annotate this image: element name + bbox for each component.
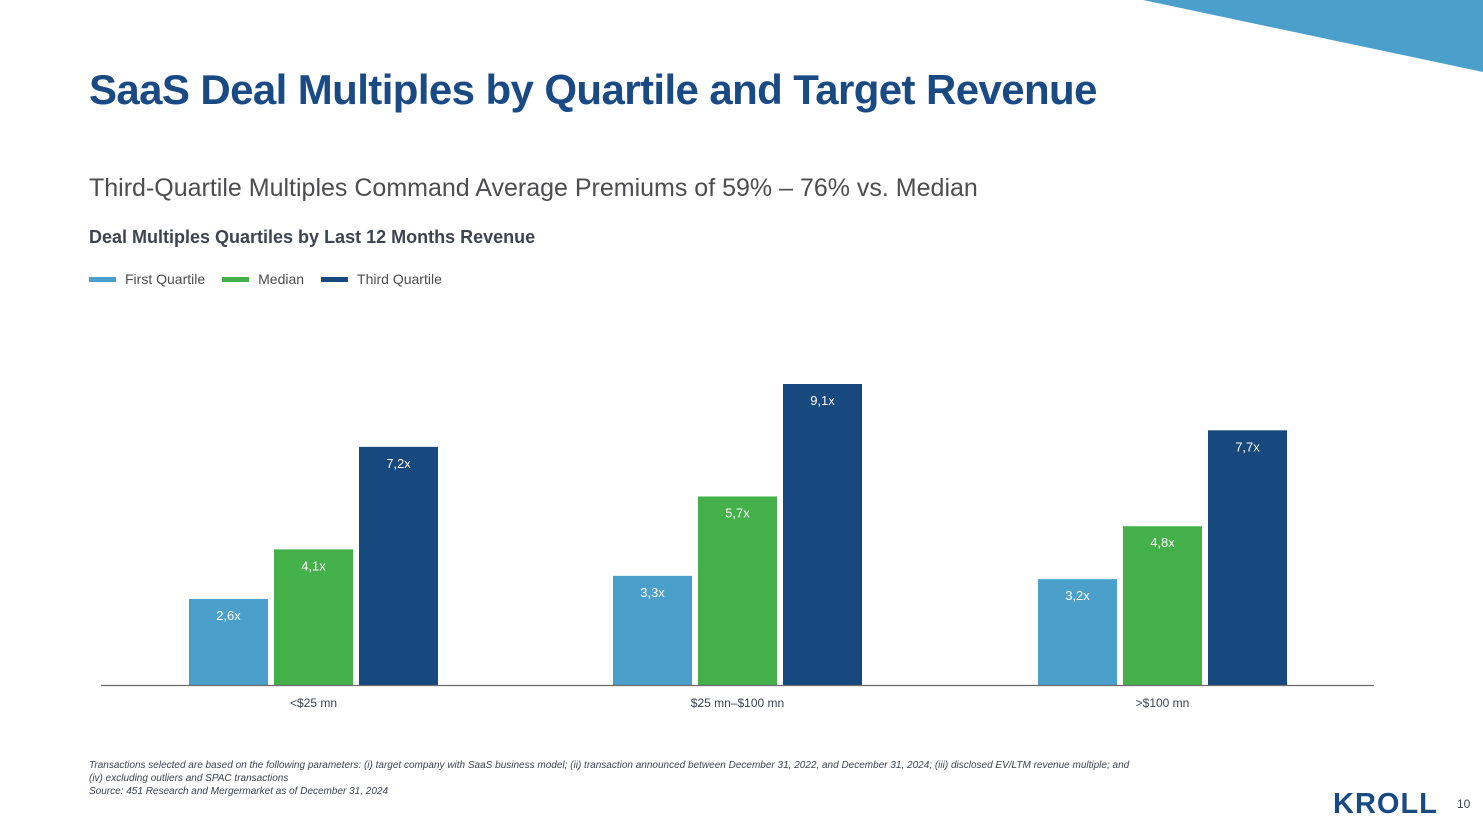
legend-item-median: Median [222, 271, 304, 287]
footnote-line-1: Transactions selected are based on the f… [89, 760, 1130, 771]
legend-swatch-third-quartile [321, 276, 349, 282]
legend-swatch-first-quartile [89, 276, 116, 282]
data-label-first-quartile-1: 3,3x [640, 585, 665, 600]
kroll-logo: KROLL [1333, 788, 1438, 820]
footnote-line-2: (iv) excluding outliers and SPAC transac… [89, 773, 289, 784]
x-tick-label-0: <$25 mn [290, 696, 337, 710]
page-title: SaaS Deal Multiples by Quartile and Targ… [89, 66, 1097, 113]
legend-label-third-quartile: Third Quartile [357, 271, 442, 287]
bar-median-0 [274, 549, 353, 685]
legend-item-first-quartile: First Quartile [89, 271, 205, 287]
data-label-median-2: 4,8x [1150, 535, 1175, 550]
bar-median-1 [698, 496, 777, 685]
footnote: Transactions selected are based on the f… [89, 759, 1269, 798]
data-label-third-quartile-2: 7,7x [1235, 439, 1260, 454]
x-tick-label-2: >$100 mn [1136, 696, 1190, 710]
data-label-first-quartile-0: 2,6x [216, 608, 241, 623]
x-tick-label-1: $25 mn–$100 mn [691, 696, 784, 710]
bar-third-quartile-0 [359, 446, 438, 685]
page-subtitle: Third-Quartile Multiples Command Average… [89, 174, 978, 202]
bar-first-quartile-0 [189, 599, 268, 685]
bar-median-2 [1123, 526, 1202, 685]
bar-third-quartile-2 [1208, 430, 1287, 685]
page-number: 10 [1457, 797, 1471, 811]
legend-swatch-median [222, 276, 250, 282]
data-label-third-quartile-0: 7,2x [386, 456, 411, 471]
legend-label-first-quartile: First Quartile [125, 271, 206, 287]
bar-chart: 2,6x 4,1x 7,2x <$25 mn 3,3x 5,7x 9,1x $25 mn–$1… [101, 384, 1374, 710]
data-label-first-quartile-2: 3,2x [1065, 588, 1090, 603]
data-label-median-0: 4,1x [301, 558, 326, 573]
data-label-third-quartile-1: 9,1x [810, 393, 835, 408]
bar-third-quartile-1 [783, 384, 862, 685]
chart-title: Deal Multiples Quartiles by Last 12 Mont… [89, 227, 536, 247]
legend-label-median: Median [258, 271, 305, 287]
bar-first-quartile-2 [1038, 579, 1117, 685]
data-label-median-1: 5,7x [725, 505, 750, 520]
bar-first-quartile-1 [613, 575, 692, 685]
footnote-source: Source: 451 Research and Mergermarket as… [89, 786, 389, 797]
corner-accent-shape [1143, 0, 1483, 72]
legend-item-third-quartile: Third Quartile [321, 271, 442, 287]
chart-legend: First Quartile Median Third Quartile [89, 271, 459, 287]
